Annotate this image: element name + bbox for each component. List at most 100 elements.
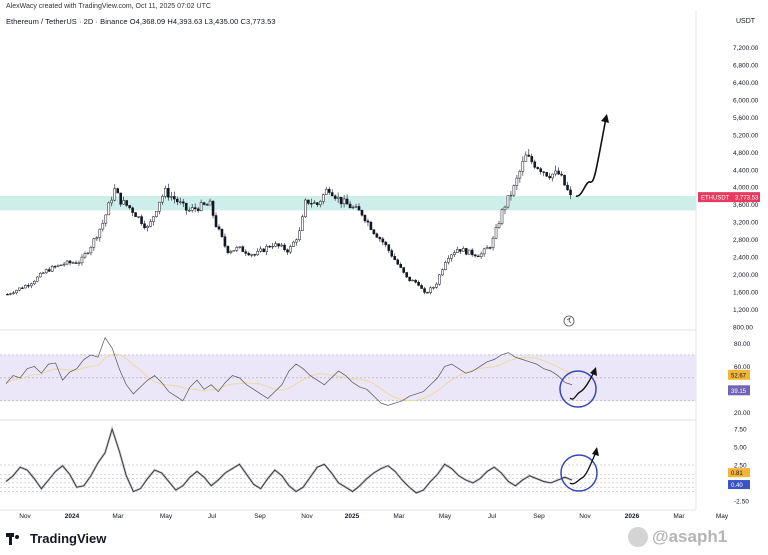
candle-body: [95, 237, 99, 240]
price-axis: 7,200.00 6,800.00 6,400.00 6,000.00 5,600.00…: [698, 45, 760, 332]
candle-body: [456, 249, 459, 253]
candle-body: [44, 269, 48, 274]
candle-body: [551, 173, 554, 179]
candle-body: [122, 200, 125, 205]
rsi-ma-line: [5, 353, 573, 402]
candle-body: [473, 254, 477, 257]
candle-body: [348, 203, 352, 209]
candle-body: [390, 250, 394, 257]
rsi-tick-label: 60.00: [734, 364, 751, 371]
candle-body: [310, 203, 313, 205]
symbol-ohlc-legend[interactable]: Ethereum / TetherUS · 2D · Binance O4,36…: [6, 17, 276, 26]
candle-body: [569, 189, 572, 196]
candle-body: [566, 184, 569, 191]
candle-body: [208, 200, 212, 206]
last-price-symbol: ETHUSDT: [701, 196, 730, 202]
price-tick-label: 1,200.00: [733, 307, 759, 314]
candle-body: [274, 243, 277, 247]
candle-body: [193, 207, 197, 210]
candle-body: [402, 267, 405, 273]
tradingview-brand: TradingView: [30, 531, 107, 546]
candle-body: [518, 171, 522, 179]
candle-body: [420, 285, 423, 289]
price-tick-label: 4,800.00: [733, 150, 759, 157]
candle-body: [265, 246, 268, 253]
stoch-tick-label: 7.50: [734, 427, 747, 434]
candle-body: [333, 195, 337, 199]
rsi-ma-tag: [728, 385, 750, 396]
candle-body: [515, 177, 519, 186]
candle-body: [363, 214, 367, 222]
candles: [6, 148, 572, 296]
candle-body: [521, 161, 525, 172]
candle-body: [467, 249, 471, 255]
candle-body: [173, 196, 176, 200]
last-price-value: 3,773.53: [735, 196, 759, 202]
price-tick-label: 2,400.00: [733, 255, 759, 262]
candle-body: [557, 170, 560, 175]
candle-body: [62, 263, 66, 266]
candle-body: [292, 241, 295, 247]
candle-body: [137, 216, 140, 218]
candle-body: [92, 238, 96, 248]
candle-body: [220, 228, 224, 237]
candle-body: [12, 292, 15, 294]
replay-icon[interactable]: [563, 315, 575, 327]
candle-body: [253, 254, 257, 256]
rsi-tick-label: 20.00: [734, 410, 751, 417]
candle-body: [488, 247, 492, 249]
candle-body: [161, 196, 164, 203]
candle-body: [167, 188, 170, 198]
candle-body: [438, 274, 441, 285]
candle-body: [140, 216, 143, 224]
candle-body: [321, 194, 325, 202]
candle-body: [563, 174, 566, 186]
candle-body: [24, 285, 27, 289]
candle-body: [444, 262, 447, 270]
candle-body: [68, 260, 72, 264]
candle-body: [152, 216, 155, 222]
watermark: @asaph1: [628, 527, 727, 547]
candle-body: [104, 214, 108, 224]
chart-attribution: AlexWacy created with TradingView.com, O…: [6, 3, 211, 10]
candle-body: [131, 207, 134, 213]
candle-body: [65, 260, 69, 265]
candle-body: [318, 201, 322, 206]
candle-body: [74, 262, 78, 264]
stoch-tick-label: 2.50: [734, 463, 747, 470]
stoch-line: [5, 427, 573, 494]
candle-body: [384, 241, 388, 245]
time-tick-label: 2025: [345, 513, 360, 520]
candle-body: [214, 215, 218, 227]
candle-body: [226, 245, 230, 253]
candle-body: [268, 246, 271, 248]
stoch-signal-line: [5, 425, 573, 495]
candle-body: [9, 293, 12, 295]
candle-body: [196, 208, 200, 211]
candle-body: [211, 200, 215, 216]
candle-body: [533, 161, 537, 168]
rsi-tag-value: 52.67: [731, 373, 747, 379]
candle-body: [447, 258, 450, 263]
stoch-tick-label: -2.50: [734, 498, 749, 505]
candle-body: [396, 259, 400, 265]
last-price-tag: [698, 192, 760, 203]
candle-body: [250, 254, 254, 256]
rsi-line: [5, 336, 573, 406]
candle-body: [229, 250, 233, 253]
candle-body: [464, 248, 468, 255]
tradingview-logo[interactable]: TradingView: [6, 531, 106, 546]
candle-body: [125, 200, 128, 206]
candle-body: [202, 202, 206, 205]
candle-body: [15, 289, 18, 294]
candle-body: [83, 253, 87, 258]
price-tick-label: 6,800.00: [733, 62, 759, 69]
time-tick-label: Jul: [208, 513, 217, 520]
candle-body: [491, 237, 495, 248]
price-tick-label: 2,000.00: [733, 272, 759, 279]
candle-body: [18, 287, 21, 291]
stoch-arrow-curve: [569, 451, 597, 485]
watermark-avatar-icon: [628, 527, 648, 547]
candle-body: [143, 223, 146, 229]
